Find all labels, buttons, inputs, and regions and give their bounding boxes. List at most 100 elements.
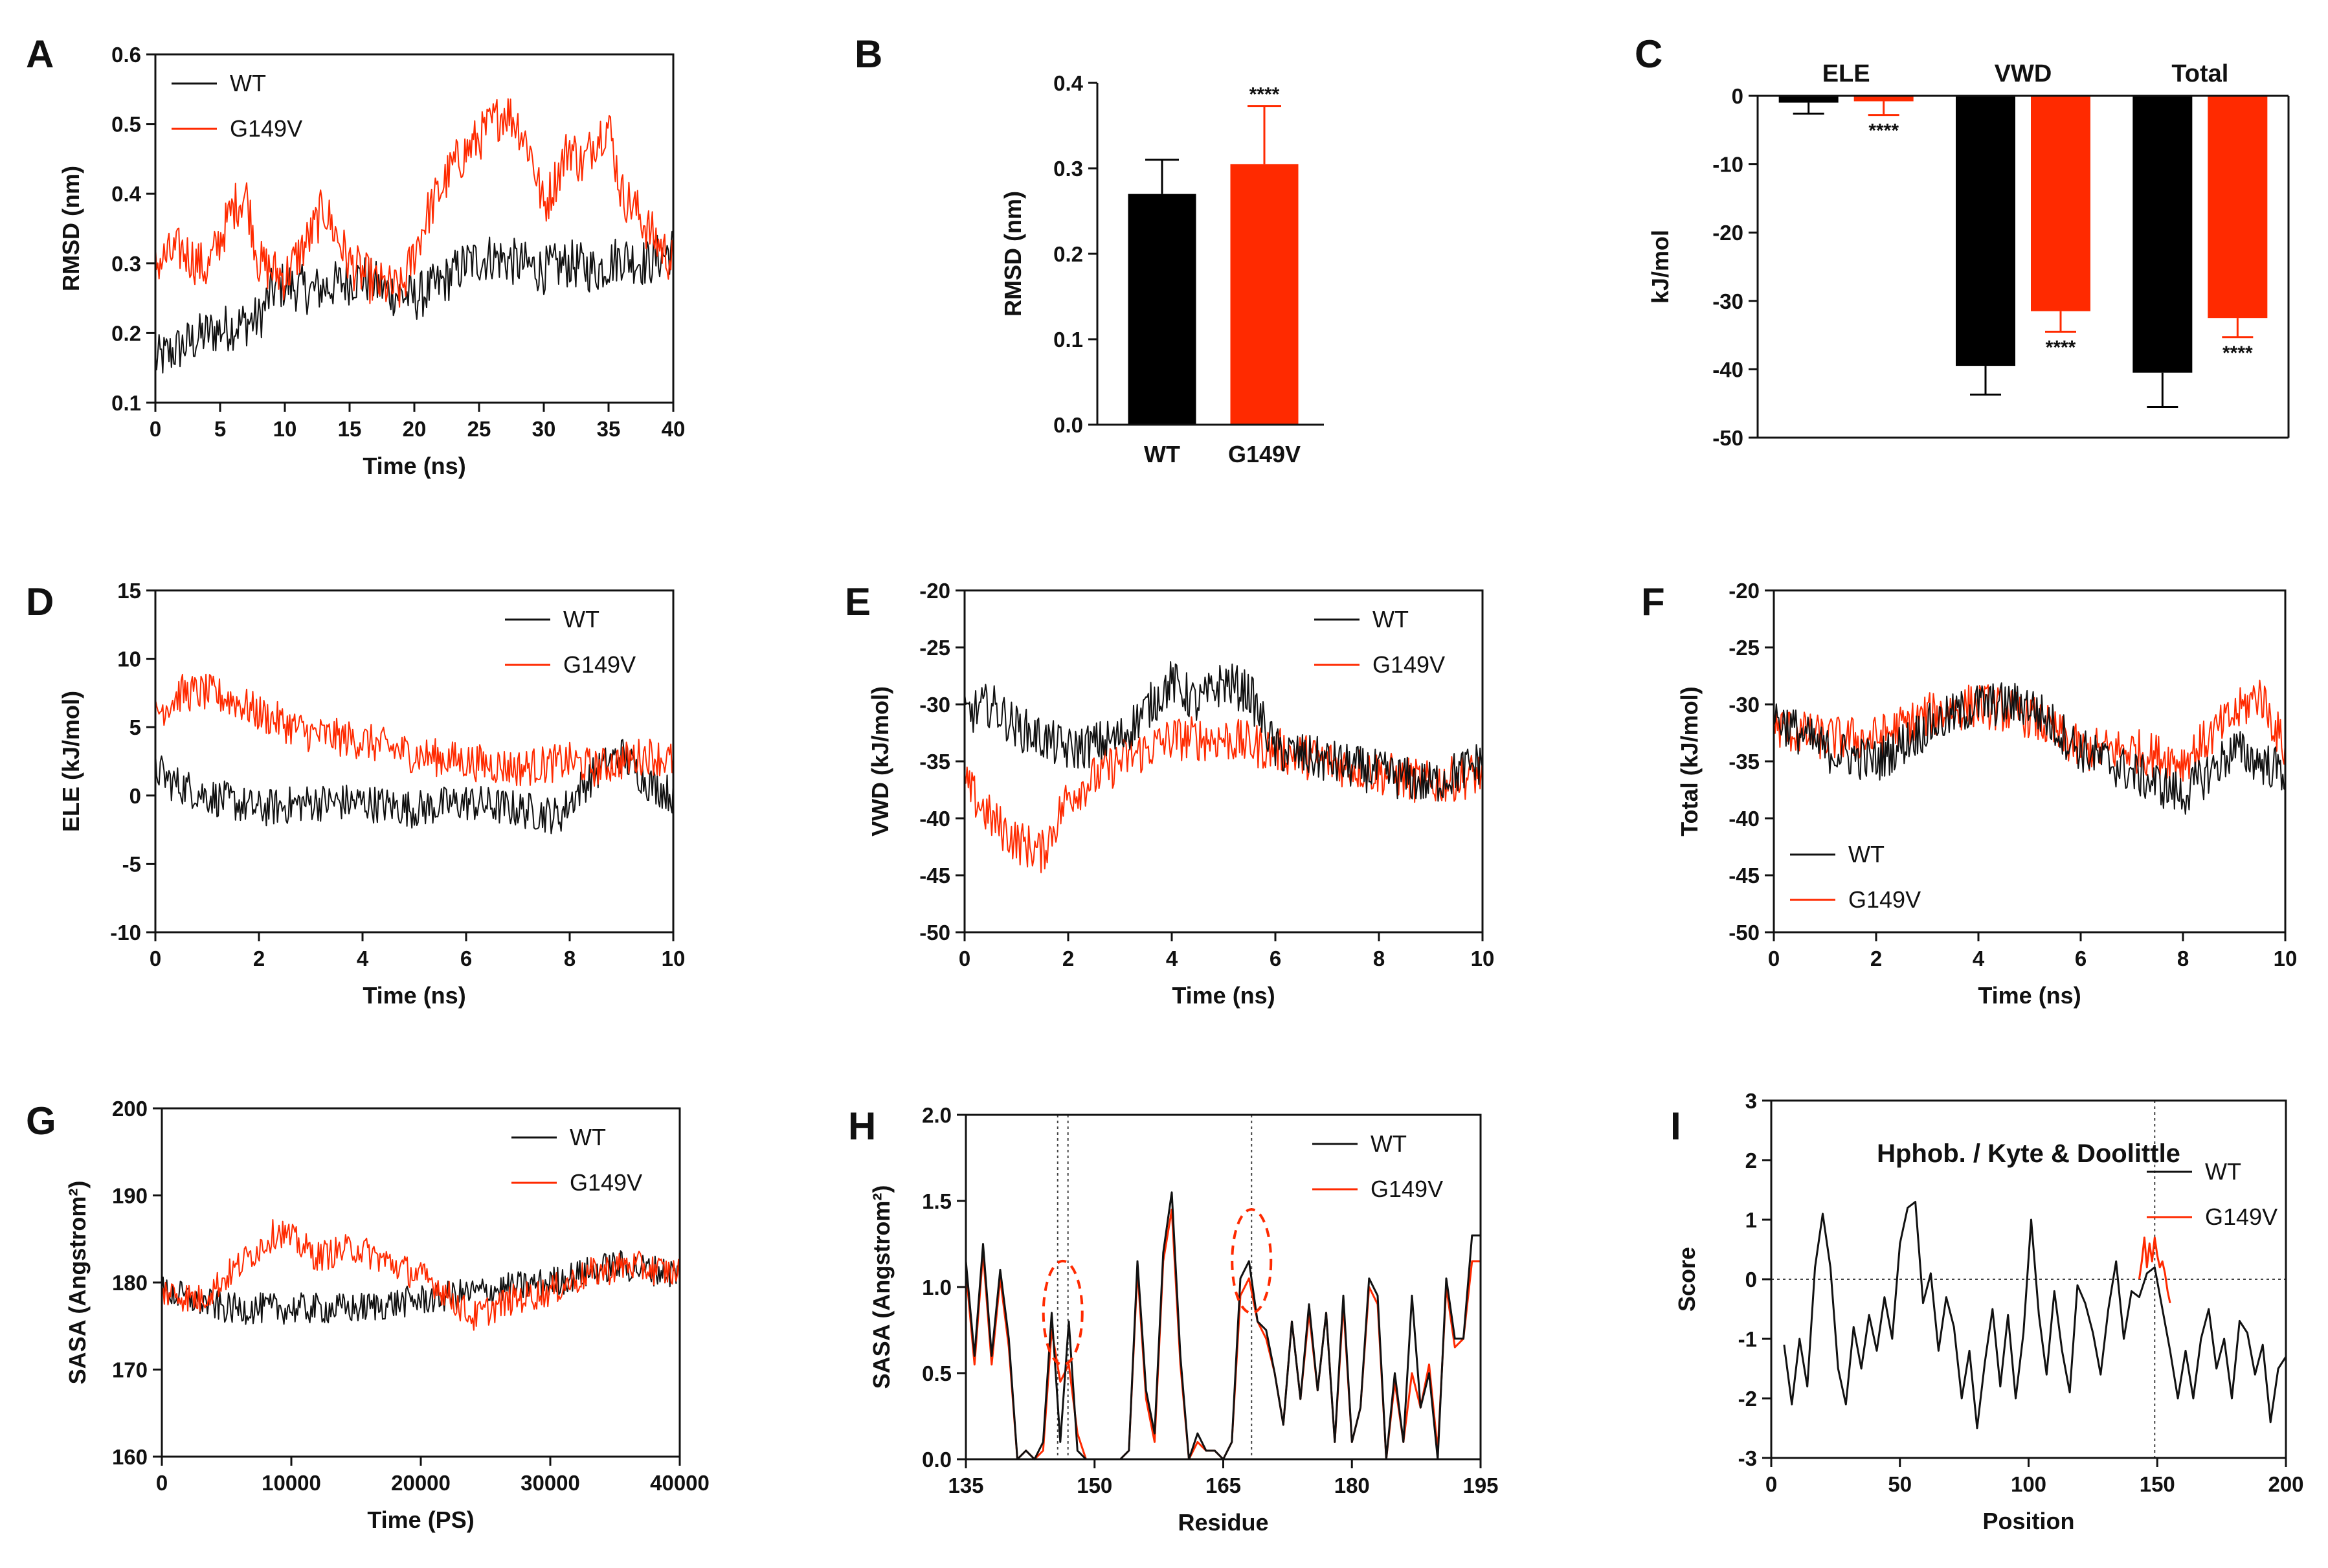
panel-letter-g: G <box>26 1099 56 1143</box>
panel-letter-e: E <box>845 580 871 623</box>
y-tick-label: 15 <box>117 579 141 603</box>
significance-label: **** <box>1868 120 1899 142</box>
y-tick-label: 0.4 <box>111 182 142 206</box>
series-line-wt <box>964 661 1483 802</box>
y-tick-label: 0 <box>1745 1268 1757 1292</box>
x-tick-label: 0 <box>150 417 161 441</box>
y-axis-title: kJ/mol <box>1647 230 1673 304</box>
x-tick-label: 10 <box>2274 946 2298 970</box>
y-tick-label: 0.0 <box>1053 413 1083 437</box>
x-tick-label: 30 <box>532 417 556 441</box>
series-line-wt <box>1783 1200 2287 1429</box>
x-tick-label: 6 <box>2075 946 2087 970</box>
y-tick-label: -1 <box>1738 1327 1757 1351</box>
series-line-g149v <box>1773 679 2286 782</box>
x-tick-label: 25 <box>467 417 491 441</box>
legend-label-wt: WT <box>1372 606 1409 633</box>
legend-label-g149v: G149V <box>230 115 302 142</box>
x-tick-label: 10 <box>662 946 686 970</box>
legend-label-wt: WT <box>570 1124 606 1150</box>
series-line-wt <box>161 1250 680 1325</box>
panel-letter-a: A <box>26 32 54 76</box>
x-tick-label: 135 <box>948 1473 983 1497</box>
legend-label-g149v: G149V <box>570 1169 642 1196</box>
y-tick-label: 160 <box>112 1445 148 1469</box>
series-line-wt <box>1773 682 2286 815</box>
chart-panel-i: -3 -2 -1 0 1 2 3 0 50 100 150 200 Position Score WT G14… <box>1670 1089 2304 1534</box>
panel-letter-c: C <box>1635 32 1662 76</box>
bar-wt-vwd <box>1956 96 2015 366</box>
x-tick-label: 100 <box>2011 1472 2046 1496</box>
y-tick-label: -3 <box>1738 1446 1757 1470</box>
y-tick-label: -5 <box>122 852 141 876</box>
x-tick-label: 10000 <box>262 1471 321 1495</box>
x-axis-title: Position <box>1983 1508 2075 1534</box>
x-axis-title: Time (ns) <box>363 453 465 479</box>
plot-frame-3 <box>154 589 675 934</box>
x-tick-label: 10 <box>1471 946 1495 970</box>
plot-frame-6 <box>161 1107 681 1458</box>
panel-letter-b: B <box>855 32 882 76</box>
x-tick-label: 0 <box>959 946 970 970</box>
y-tick-label: -45 <box>919 864 950 888</box>
highlight-ellipse <box>1231 1208 1273 1315</box>
chart-panel-h: 0.0 0.5 1.0 1.5 2.0 135 150 165 180 195 Residue SAS… <box>848 1103 1499 1536</box>
panel-letter-h: H <box>848 1104 876 1148</box>
y-tick-label: 0.1 <box>111 391 141 415</box>
legend-label-wt: WT <box>2205 1158 2241 1185</box>
series-line-g149v <box>161 1219 680 1331</box>
y-tick-label: -2 <box>1738 1387 1757 1411</box>
chart-panel-e: -50 -45 -40 -35 -30 -25 -20 0 2 4 6 8 10 Time (ns) VWD… <box>845 579 1494 1009</box>
x-tick-label: 195 <box>1462 1473 1498 1497</box>
x-tick-label: 50 <box>1888 1472 1912 1496</box>
y-tick-label: 200 <box>112 1097 148 1121</box>
legend-label-g149v: G149V <box>1848 886 1921 913</box>
y-tick-label: 0.5 <box>111 113 141 137</box>
y-tick-label: -30 <box>1729 693 1760 717</box>
y-tick-label: -40 <box>1712 357 1743 381</box>
series-line-wt <box>155 739 674 834</box>
x-tick-label: 2 <box>253 946 265 970</box>
y-axis-title: Total (kJ/mol) <box>1676 686 1703 836</box>
y-tick-label: -20 <box>919 579 950 603</box>
y-tick-label: 0 <box>1732 84 1743 108</box>
x-tick-label: 30000 <box>520 1471 580 1495</box>
legend-label-wt: WT <box>563 606 599 633</box>
highlight-ellipse <box>1042 1259 1084 1366</box>
y-tick-label: 0.6 <box>111 43 141 67</box>
x-tick-label: 0 <box>156 1471 168 1495</box>
significance-label: **** <box>2046 337 2076 358</box>
y-axis-title: SASA (Angstrom²) <box>64 1181 91 1385</box>
x-tick-label: 20 <box>403 417 427 441</box>
significance-label: **** <box>1249 84 1280 106</box>
panel-letter-f: F <box>1641 580 1665 623</box>
y-tick-label: -35 <box>919 750 950 774</box>
category-label: G149V <box>1228 441 1301 467</box>
group-label: VWD <box>1995 60 2052 87</box>
y-tick-label: -10 <box>1712 153 1743 177</box>
x-tick-label: 4 <box>357 946 369 970</box>
y-axis-title: RMSD (nm) <box>58 166 84 291</box>
bar-g149v-vwd <box>2031 96 2090 311</box>
x-tick-label: 0 <box>1765 1472 1777 1496</box>
chart-panel-f: -50 -45 -40 -35 -30 -25 -20 0 2 4 6 8 10 Time (ns) Tot… <box>1641 579 2297 1009</box>
chart-panel-a: 0.1 0.2 0.3 0.4 0.5 0.6 0 5 10 15 20 25 30 35 40 Time (… <box>26 32 685 479</box>
y-tick-label: 1 <box>1745 1208 1757 1232</box>
y-tick-label: 2.0 <box>922 1103 952 1127</box>
significance-label: **** <box>2222 342 2253 364</box>
y-tick-label: -40 <box>919 807 950 831</box>
panel-letter-d: D <box>26 580 54 623</box>
y-tick-label: 10 <box>117 647 141 671</box>
bar-wt-ele <box>1778 96 1839 103</box>
x-tick-label: 40 <box>662 417 686 441</box>
y-tick-label: -50 <box>919 921 950 945</box>
y-tick-label: 0.1 <box>1053 328 1083 352</box>
y-tick-label: 180 <box>112 1271 148 1295</box>
bar-wt <box>1128 194 1196 425</box>
x-tick-label: 6 <box>1270 946 1281 970</box>
y-axis-title: SASA (Angstrom²) <box>868 1185 895 1389</box>
x-tick-label: 150 <box>1077 1473 1112 1497</box>
y-tick-label: -30 <box>919 693 950 717</box>
y-axis-title: ELE (kJ/mol) <box>58 691 84 832</box>
